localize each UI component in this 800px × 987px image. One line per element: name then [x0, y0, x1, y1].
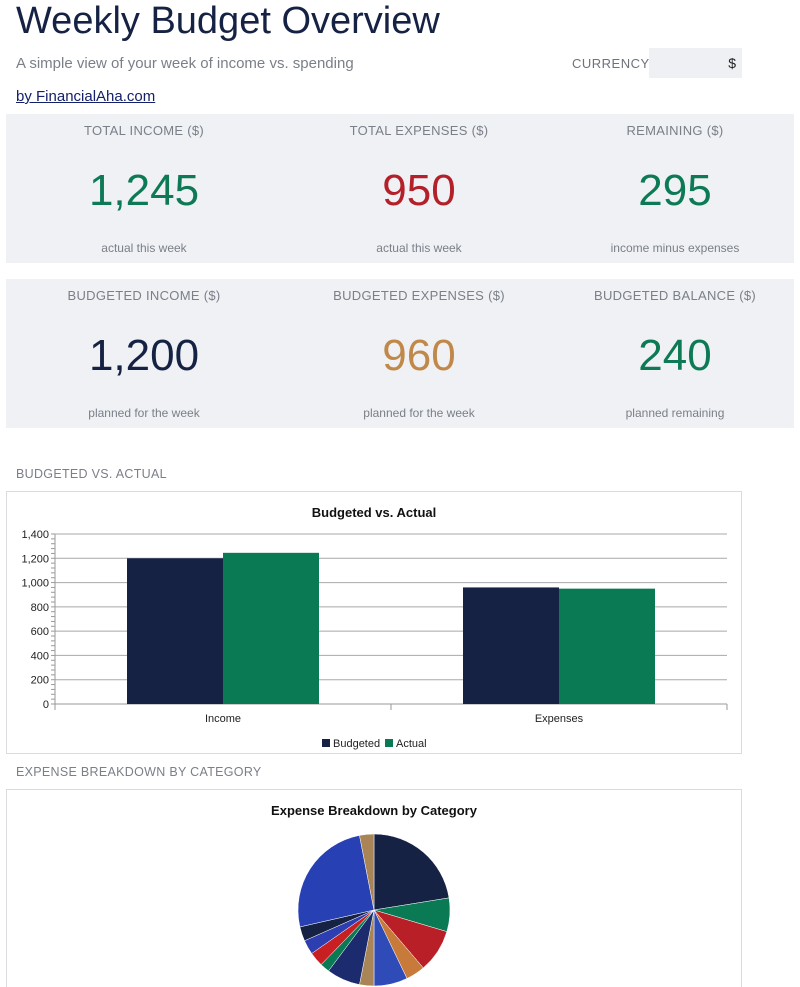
legend-swatch-budgeted [322, 739, 330, 747]
pie-slice [297, 835, 375, 928]
pie-chart-frame[interactable]: Expense Breakdown by Category [6, 789, 742, 987]
page-title: Weekly Budget Overview [16, 0, 440, 42]
bar-chart: Budgeted vs. Actual 0 200 400 600 800 1,000 1,2… [21, 505, 728, 750]
kpi-label: BUDGETED INCOME ($) [67, 288, 221, 303]
pie-slice [359, 833, 375, 911]
y-tick-label: 1,200 [21, 553, 49, 565]
legend-label-actual: Actual [396, 738, 427, 750]
kpi-label: REMAINING ($) [626, 123, 724, 138]
y-tick-label: 1,000 [21, 578, 49, 590]
kpi-note: planned for the week [363, 406, 475, 420]
kpi-value: 295 [638, 166, 712, 215]
kpi-value: 960 [382, 331, 456, 380]
currency-input[interactable] [649, 48, 742, 78]
bar-budgeted-expenses [463, 587, 559, 704]
kpi-value: 950 [382, 166, 456, 215]
pie-slice [373, 833, 450, 911]
y-tick-label: 1,400 [21, 529, 49, 541]
budget-kpi-panel: BUDGETED INCOME ($) 1,200 planned for th… [6, 279, 794, 428]
legend-label-budgeted: Budgeted [333, 738, 380, 750]
kpi-note: income minus expenses [610, 241, 740, 255]
x-tick-label: Expenses [535, 713, 584, 725]
actual-kpi-panel: TOTAL INCOME ($) 1,245 actual this week … [6, 114, 794, 263]
bar-actual-expenses [559, 588, 655, 704]
kpi-value: 1,200 [88, 331, 200, 380]
legend-swatch-actual [385, 739, 393, 747]
kpi-budgeted-balance: BUDGETED BALANCE ($) 240 planned remaini… [556, 279, 794, 428]
kpi-note: actual this week [101, 241, 187, 255]
kpi-total-expenses: TOTAL EXPENSES ($) 950 actual this week [282, 114, 556, 263]
y-tick-label: 200 [31, 675, 49, 687]
pie-chart: Expense Breakdown by Category [271, 803, 478, 987]
kpi-note: planned remaining [625, 406, 725, 420]
bar-chart-frame[interactable]: Budgeted vs. Actual 0 200 400 600 800 1,000 1,2… [6, 491, 742, 754]
kpi-value: 1,245 [88, 166, 200, 215]
section-label-budget-vs-actual: BUDGETED VS. ACTUAL [16, 467, 167, 481]
kpi-label: BUDGETED EXPENSES ($) [333, 288, 505, 303]
chart-title: Expense Breakdown by Category [271, 803, 478, 818]
kpi-budgeted-income: BUDGETED INCOME ($) 1,200 planned for th… [6, 279, 282, 428]
bar-actual-income [223, 552, 319, 704]
y-tick-label: 600 [31, 626, 49, 638]
kpi-remaining: REMAINING ($) 295 income minus expenses [556, 114, 794, 263]
kpi-note: planned for the week [88, 406, 200, 420]
kpi-label: TOTAL INCOME ($) [83, 123, 205, 138]
kpi-total-income: TOTAL INCOME ($) 1,245 actual this week [6, 114, 282, 263]
section-label-expense-breakdown: EXPENSE BREAKDOWN BY CATEGORY [16, 765, 262, 779]
byline-link[interactable]: by FinancialAha.com [16, 88, 156, 105]
currency-label: CURRENCY [572, 56, 650, 71]
kpi-value: 240 [638, 331, 712, 380]
page-subtitle: A simple view of your week of income vs.… [16, 55, 354, 72]
chart-title: Budgeted vs. Actual [312, 505, 436, 520]
bar-budgeted-income [127, 558, 223, 704]
y-tick-label: 400 [31, 650, 49, 662]
y-tick-label: 800 [31, 602, 49, 614]
kpi-label: BUDGETED BALANCE ($) [593, 288, 757, 303]
kpi-note: actual this week [376, 241, 462, 255]
x-tick-label: Income [205, 713, 241, 725]
y-tick-label: 0 [43, 699, 49, 711]
kpi-label: TOTAL EXPENSES ($) [349, 123, 489, 138]
kpi-budgeted-expenses: BUDGETED EXPENSES ($) 960 planned for th… [282, 279, 556, 428]
